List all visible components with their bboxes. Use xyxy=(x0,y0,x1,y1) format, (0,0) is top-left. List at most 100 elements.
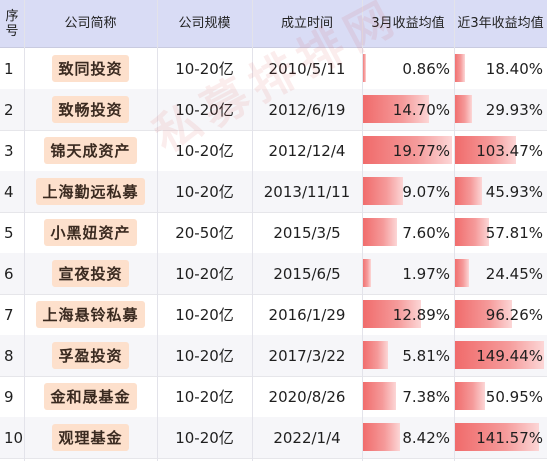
company-name-cell: 小黑妞资产 xyxy=(24,212,157,253)
return-3m-bar xyxy=(362,95,429,123)
table-row: 10 观理基金 10-20亿 2022/1/4 8.42% 141.57% xyxy=(0,417,547,459)
founded-date: 2012/12/4 xyxy=(268,141,346,160)
row-index: 6 xyxy=(4,264,14,283)
founded-date: 2015/6/5 xyxy=(273,264,341,283)
row-index: 1 xyxy=(4,59,14,78)
founded-date: 2012/6/19 xyxy=(268,100,346,119)
return-3y-cell: 103.47% xyxy=(454,130,547,171)
row-index: 3 xyxy=(4,141,14,160)
founded-date: 2017/3/22 xyxy=(268,346,346,365)
company-name-tag: 上海勤远私募 xyxy=(36,178,145,205)
return-3y-value: 18.40% xyxy=(485,59,543,78)
return-3y-cell: 50.95% xyxy=(454,376,547,417)
row-index: 10 xyxy=(4,428,24,447)
row-index: 8 xyxy=(4,346,14,365)
return-3m-bar xyxy=(362,423,400,451)
return-3y-cell: 96.26% xyxy=(454,294,547,335)
return-3m-cell: 1.97% xyxy=(362,253,454,294)
company-name-tag: 致畅投资 xyxy=(52,96,129,123)
company-name-cell: 孚盈投资 xyxy=(24,335,157,376)
return-3y-value: 29.93% xyxy=(485,100,543,119)
return-3m-value: 1.97% xyxy=(402,264,450,283)
header-founded: 成立时间 xyxy=(280,16,333,31)
row-index: 5 xyxy=(4,223,14,242)
return-3m-cell: 5.81% xyxy=(362,335,454,376)
company-name-tag: 锦天成资产 xyxy=(44,137,137,164)
return-3m-cell: 7.60% xyxy=(362,212,454,253)
company-scale: 10-20亿 xyxy=(175,347,234,365)
return-3m-value: 14.70% xyxy=(392,100,450,119)
company-name-cell: 金和晟基金 xyxy=(24,376,157,417)
return-3y-cell: 24.45% xyxy=(454,253,547,294)
return-3y-bar xyxy=(454,423,539,451)
company-name-cell: 锦天成资产 xyxy=(24,130,157,171)
return-3m-value: 0.86% xyxy=(402,59,450,78)
table-row: 2 致畅投资 10-20亿 2012/6/19 14.70% 29.93% xyxy=(0,89,547,131)
return-3y-value: 24.45% xyxy=(485,264,543,283)
column-divider xyxy=(454,0,455,461)
table-row: 6 宣夜投资 10-20亿 2015/6/5 1.97% 24.45% xyxy=(0,253,547,295)
company-scale: 10-20亿 xyxy=(175,306,234,324)
return-3m-cell: 19.77% xyxy=(362,130,454,171)
table-row: 3 锦天成资产 10-20亿 2012/12/4 19.77% 103.47% xyxy=(0,130,547,172)
founded-date: 2022/1/4 xyxy=(273,428,341,447)
founded-date: 2015/3/5 xyxy=(273,223,341,242)
header-name: 公司简称 xyxy=(64,16,117,31)
company-name-tag: 宣夜投资 xyxy=(52,260,129,287)
return-3y-cell: 45.93% xyxy=(454,171,547,212)
return-3y-bar xyxy=(454,54,465,82)
company-scale: 10-20亿 xyxy=(175,101,234,119)
return-3m-value: 8.42% xyxy=(402,428,450,447)
return-3y-cell: 57.81% xyxy=(454,212,547,253)
header-return-3y: 近3年收益均值 xyxy=(457,16,544,31)
return-3m-bar xyxy=(362,54,366,82)
table-row: 8 孚盈投资 10-20亿 2017/3/22 5.81% 149.44% xyxy=(0,335,547,377)
founded-date: 2020/8/26 xyxy=(268,387,346,406)
row-index: 2 xyxy=(4,100,14,119)
return-3y-value: 103.47% xyxy=(476,141,543,160)
header-scale: 公司规模 xyxy=(178,16,231,31)
return-3m-value: 7.38% xyxy=(402,387,450,406)
company-scale: 20-50亿 xyxy=(175,224,234,242)
company-scale: 10-20亿 xyxy=(175,142,234,160)
company-name-cell: 上海勤远私募 xyxy=(24,171,157,212)
return-3y-bar xyxy=(454,177,482,205)
return-3y-value: 50.95% xyxy=(485,387,543,406)
return-3y-value: 141.57% xyxy=(476,428,543,447)
return-3m-value: 19.77% xyxy=(392,141,450,160)
return-3m-cell: 9.07% xyxy=(362,171,454,212)
company-name-tag: 观理基金 xyxy=(52,424,129,451)
company-scale: 10-20亿 xyxy=(175,388,234,406)
return-3y-bar xyxy=(454,136,516,164)
company-scale: 10-20亿 xyxy=(175,183,234,201)
return-3m-cell: 0.86% xyxy=(362,48,454,89)
column-divider xyxy=(24,0,25,461)
return-3y-bar xyxy=(454,218,489,246)
return-3m-value: 7.60% xyxy=(402,223,450,242)
return-3y-cell: 141.57% xyxy=(454,417,547,458)
return-3m-bar xyxy=(362,259,371,287)
column-divider xyxy=(157,0,158,461)
company-name-cell: 致畅投资 xyxy=(24,89,157,130)
return-3m-bar xyxy=(362,382,396,410)
company-name-cell: 致同投资 xyxy=(24,48,157,89)
return-3y-cell: 18.40% xyxy=(454,48,547,89)
company-scale: 10-20亿 xyxy=(175,60,234,78)
return-3m-value: 9.07% xyxy=(402,182,450,201)
table-row: 7 上海悬铃私募 10-20亿 2016/1/29 12.89% 96.26% xyxy=(0,294,547,336)
return-3y-value: 57.81% xyxy=(485,223,543,242)
table-row: 9 金和晟基金 10-20亿 2020/8/26 7.38% 50.95% xyxy=(0,376,547,418)
column-divider xyxy=(362,0,363,461)
return-3y-bar xyxy=(454,382,485,410)
column-divider xyxy=(252,0,253,461)
return-3m-cell: 12.89% xyxy=(362,294,454,335)
return-3m-value: 12.89% xyxy=(392,305,450,324)
table-row: 5 小黑妞资产 20-50亿 2015/3/5 7.60% 57.81% xyxy=(0,212,547,254)
return-3m-bar xyxy=(362,136,452,164)
return-3m-bar xyxy=(362,341,388,369)
header-return-3m: 3月收益均值 xyxy=(371,16,445,31)
return-3y-bar xyxy=(454,341,544,369)
company-name-cell: 上海悬铃私募 xyxy=(24,294,157,335)
company-name-cell: 观理基金 xyxy=(24,417,157,458)
